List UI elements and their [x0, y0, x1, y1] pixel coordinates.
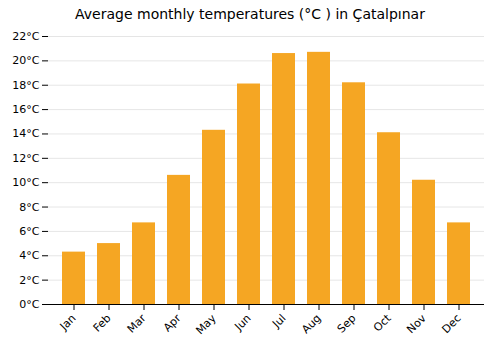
- svg-text:16°C: 16°C: [12, 103, 39, 116]
- svg-text:Jun: Jun: [232, 312, 254, 334]
- svg-text:18°C: 18°C: [12, 79, 39, 92]
- svg-text:20°C: 20°C: [12, 54, 39, 67]
- svg-text:Feb: Feb: [91, 312, 114, 335]
- svg-text:Dec: Dec: [439, 312, 463, 336]
- svg-text:Oct: Oct: [371, 311, 394, 334]
- svg-text:Sep: Sep: [335, 312, 359, 336]
- svg-text:Aug: Aug: [299, 312, 323, 336]
- svg-text:Apr: Apr: [161, 311, 184, 334]
- svg-text:0°C: 0°C: [19, 298, 39, 311]
- svg-text:12°C: 12°C: [12, 152, 39, 165]
- svg-text:22°C: 22°C: [12, 30, 39, 43]
- svg-text:May: May: [193, 311, 219, 337]
- svg-text:Nov: Nov: [404, 311, 429, 336]
- svg-text:14°C: 14°C: [12, 127, 39, 140]
- svg-text:Jul: Jul: [269, 312, 288, 331]
- svg-text:6°C: 6°C: [19, 225, 39, 238]
- svg-text:2°C: 2°C: [19, 274, 39, 287]
- svg-text:4°C: 4°C: [19, 249, 39, 262]
- html-text:Average monthly temperatures (: Average monthly temperatures (°C ) in Ça…: [75, 6, 425, 22]
- svg-text:8°C: 8°C: [19, 201, 39, 214]
- svg-text:10°C: 10°C: [12, 176, 39, 189]
- svg-text:Mar: Mar: [125, 311, 149, 335]
- svg-text:Jan: Jan: [57, 312, 79, 334]
